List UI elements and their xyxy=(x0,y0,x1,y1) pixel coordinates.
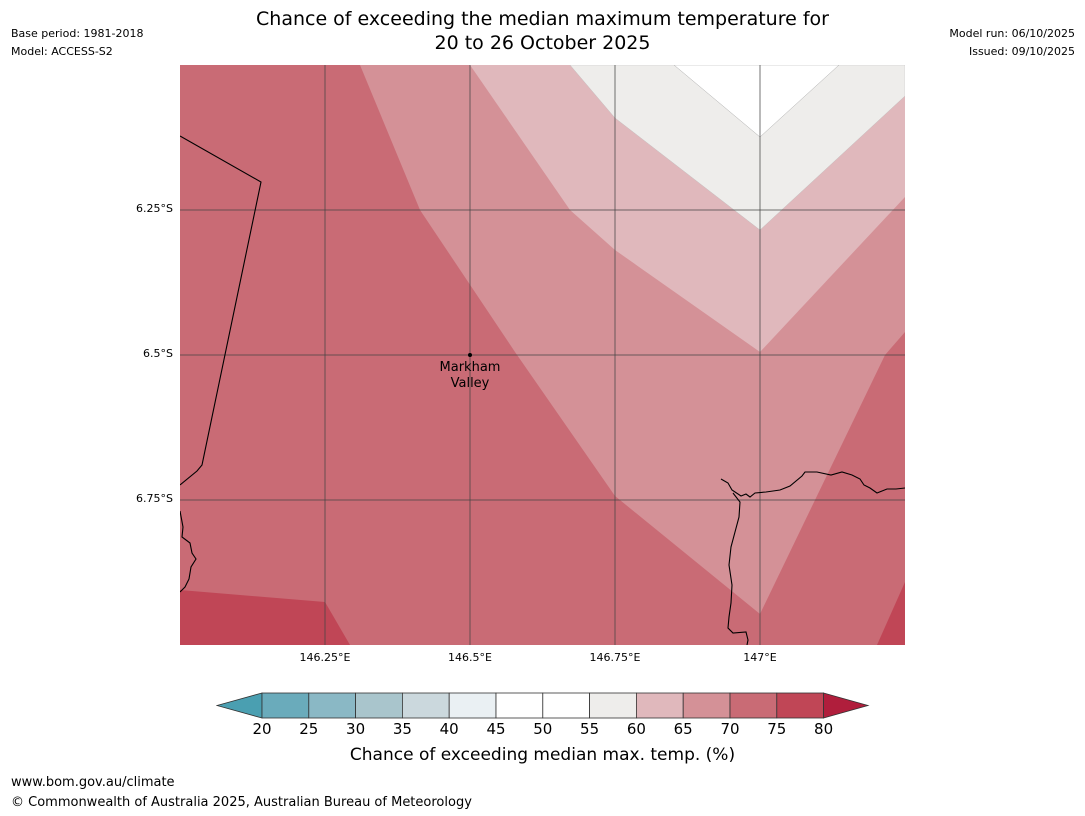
colorbar-tick-label: 75 xyxy=(767,720,787,738)
province-border xyxy=(180,135,262,486)
title-line-2: 20 to 26 October 2025 xyxy=(434,32,651,54)
colorbar-tick-label: 20 xyxy=(252,720,272,738)
map-panel[interactable] xyxy=(180,65,905,645)
colorbar-cell-40-45 xyxy=(448,692,497,719)
title-line-1: Chance of exceeding the median maximum t… xyxy=(256,8,829,30)
river-coastline xyxy=(720,471,905,498)
colorbar-cell-20-25 xyxy=(261,692,310,719)
colorbar-cell-60-65 xyxy=(635,692,684,719)
model-name: Model: ACCESS-S2 xyxy=(11,45,113,58)
map-canvas[interactable] xyxy=(180,65,905,645)
colorbar-cell-35-40 xyxy=(401,692,450,719)
colorbar-extend-high xyxy=(823,692,870,719)
colorbar-tick-label: 80 xyxy=(814,720,834,738)
colorbar-cell-50-55 xyxy=(542,692,590,719)
west-coastline xyxy=(180,510,197,593)
colorbar-cell-25-30 xyxy=(308,692,357,719)
colorbar-cell-75-80 xyxy=(776,692,824,719)
lon-label-146-75: 146.75°E xyxy=(589,651,641,664)
place-label-markham-valley: Markham Valley xyxy=(420,360,520,392)
colorbar-tick-label: 50 xyxy=(533,720,553,738)
colorbar-tick-label: 30 xyxy=(346,720,366,738)
lat-label-6-25: 6.25°S xyxy=(136,202,173,215)
colorbar-cell-30-35 xyxy=(355,692,403,719)
run-info: Model run: 06/10/2025 Issued: 09/10/2025 xyxy=(949,25,1075,61)
colorbar-tick-label: 40 xyxy=(439,720,459,738)
issued-date: Issued: 09/10/2025 xyxy=(968,45,1075,58)
colorbar-extend-low xyxy=(216,692,263,719)
footer-url[interactable]: www.bom.gov.au/climate xyxy=(11,775,175,790)
lon-label-146-25: 146.25°E xyxy=(299,651,351,664)
region-75-80-sw xyxy=(180,590,350,645)
base-period: Base period: 1981-2018 xyxy=(11,27,144,40)
colorbar-cell-65-70 xyxy=(682,692,731,719)
region-50-55 xyxy=(673,65,840,138)
colorbar-cell-70-75 xyxy=(729,692,778,719)
region-55-60 xyxy=(569,65,905,231)
footer-copyright: © Commonwealth of Australia 2025, Austra… xyxy=(11,795,472,810)
lon-label-147: 147°E xyxy=(743,651,777,664)
colorbar-tick-label: 70 xyxy=(720,720,740,738)
colorbar-title: Chance of exceeding median max. temp. (%… xyxy=(349,745,736,765)
lon-label-146-5: 146.5°E xyxy=(448,651,492,664)
colorbar-tick-label: 45 xyxy=(486,720,506,738)
colorbar xyxy=(216,692,870,719)
lat-label-6-75: 6.75°S xyxy=(136,492,173,505)
map-title: Chance of exceeding the median maximum t… xyxy=(0,7,1085,55)
colorbar-tick-label: 25 xyxy=(299,720,319,738)
place-name-line-1: Markham xyxy=(439,360,501,375)
boundaries xyxy=(180,135,905,645)
lat-label-6-5: 6.5°S xyxy=(143,347,173,360)
model-info: Base period: 1981-2018 Model: ACCESS-S2 xyxy=(11,25,143,61)
markham-valley-marker[interactable] xyxy=(468,353,472,357)
region-75-80-se xyxy=(877,582,905,645)
east-river xyxy=(727,492,749,645)
colorbar-tick-label: 55 xyxy=(580,720,600,738)
colorbar-cell-45-50 xyxy=(495,692,544,719)
model-run-date: Model run: 06/10/2025 xyxy=(949,27,1075,40)
colorbar-tick-label: 35 xyxy=(392,720,412,738)
place-name-line-2: Valley xyxy=(450,376,490,391)
colorbar-tick-label: 60 xyxy=(626,720,646,738)
colorbar-tick-label: 65 xyxy=(673,720,693,738)
colorbar-cell-55-60 xyxy=(589,692,637,719)
